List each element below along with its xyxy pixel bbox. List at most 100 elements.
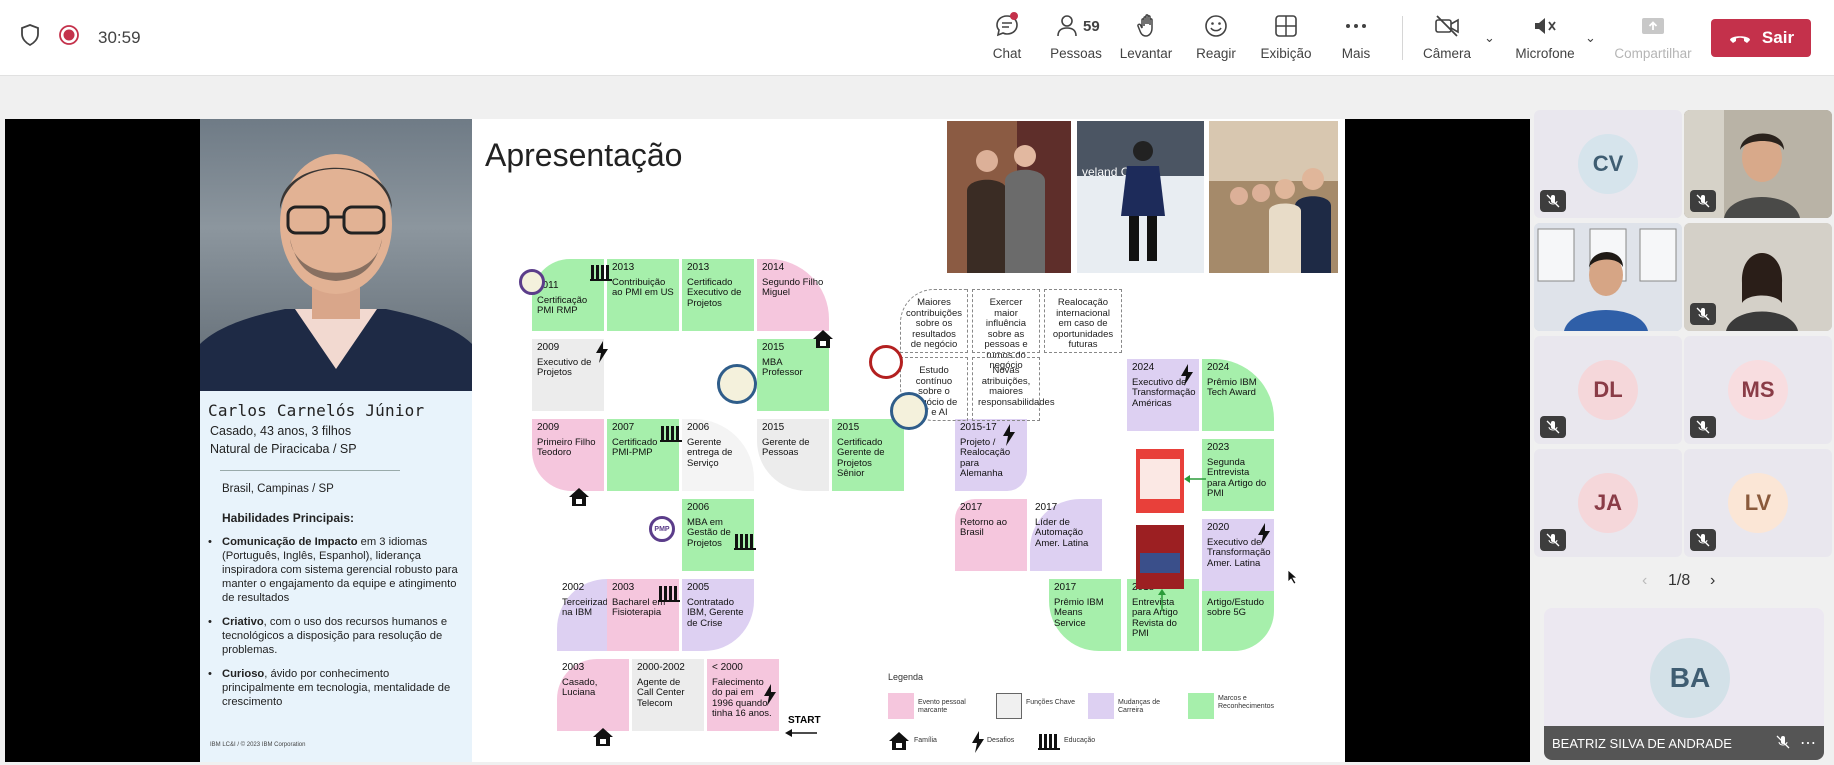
toolbar-divider bbox=[1402, 16, 1403, 60]
share-screen-icon bbox=[1642, 18, 1664, 34]
avatar: MS bbox=[1728, 360, 1788, 420]
start-label: START bbox=[788, 715, 821, 726]
timeline-tile: 2013 Contribuição ao PMI em US bbox=[607, 259, 679, 331]
chat-label: Chat bbox=[992, 46, 1022, 61]
skill-item: Curioso, ávido por conhecimento principa… bbox=[208, 667, 464, 709]
tile-text: MBA Professor bbox=[762, 356, 803, 378]
bio-location: Brasil, Campinas / SP bbox=[222, 483, 334, 495]
leave-label: Sair bbox=[1761, 28, 1795, 47]
skill-title: Criativo bbox=[222, 616, 264, 628]
tile-year: 2017 bbox=[1035, 502, 1058, 513]
mic-off-icon bbox=[1540, 529, 1566, 551]
participant-video-tile[interactable] bbox=[1534, 223, 1682, 331]
react-button[interactable]: Reagir bbox=[1183, 12, 1249, 68]
participant-gallery: CV DL MS JA LV ‹ 1/8 › BA BEATRIZ SILVA … bbox=[1534, 110, 1834, 765]
tile-year: 2006 bbox=[687, 502, 710, 513]
timeline-tile: 2015-17 Projeto / Realocação para Alemanh… bbox=[955, 419, 1027, 491]
bio-origin: Natural de Piracicaba / SP bbox=[210, 442, 357, 456]
education-icon bbox=[590, 263, 612, 286]
timeline-tile: 2015 Gerente de Pessoas bbox=[757, 419, 829, 491]
participant-tile[interactable]: JA bbox=[1534, 449, 1682, 557]
lightning-icon bbox=[763, 684, 777, 711]
view-button[interactable]: Exibição bbox=[1253, 12, 1319, 68]
meeting-timer: 30:59 bbox=[98, 27, 141, 47]
tile-year: 2011 bbox=[537, 280, 559, 291]
lightning-icon bbox=[1180, 364, 1194, 391]
bio-divider bbox=[220, 470, 400, 471]
shield-icon bbox=[20, 24, 40, 51]
legend-label: Educação bbox=[1064, 737, 1096, 744]
participant-video-tile[interactable] bbox=[1684, 223, 1832, 331]
participant-tile[interactable]: CV bbox=[1534, 110, 1682, 218]
legend-label: Funções Chave bbox=[1026, 699, 1076, 706]
tile-text: Contratado IBM, Gerente de Crise bbox=[687, 596, 744, 629]
tile-year: 2017 bbox=[960, 502, 983, 513]
education-icon bbox=[658, 584, 680, 607]
tile-text: Bacharel em Fisioterapia bbox=[612, 596, 666, 618]
participant-tile[interactable]: DL bbox=[1534, 336, 1682, 444]
react-label: Reagir bbox=[1196, 46, 1236, 61]
chat-button[interactable]: Chat bbox=[974, 12, 1040, 68]
next-page-chevron-right-icon[interactable]: › bbox=[1710, 572, 1716, 589]
magazine-cover bbox=[1136, 525, 1184, 589]
skill-title: Comunicação de Impacto bbox=[222, 536, 358, 548]
tile-year: < 2000 bbox=[712, 662, 743, 673]
timeline-tile: 2024 Prêmio IBM Tech Award bbox=[1202, 359, 1274, 431]
participant-video-tile[interactable] bbox=[1684, 110, 1832, 218]
microphone-button[interactable]: Microfone bbox=[1512, 12, 1578, 68]
camera-options-chevron-down-icon[interactable]: ⌄ bbox=[1484, 30, 1495, 45]
timeline-tile: 2017 Prêmio IBM Means Service bbox=[1049, 579, 1121, 651]
raise-hand-button[interactable]: Levantar bbox=[1113, 12, 1179, 68]
raise-label: Levantar bbox=[1119, 46, 1173, 61]
arrow-left-icon bbox=[785, 729, 817, 737]
avatar: LV bbox=[1728, 473, 1788, 533]
more-button[interactable]: Mais bbox=[1323, 12, 1389, 68]
skill-text: , com o uso dos recursos humanos e tecno… bbox=[222, 616, 448, 656]
shared-screen: Carlos Carnelós Júnior Casado, 43 anos, … bbox=[5, 119, 1530, 762]
legend-label: Desafios bbox=[987, 737, 1015, 744]
tile-text: Entrevista para Artigo Revista do PMI bbox=[1132, 596, 1178, 639]
tile-year: 2024 bbox=[1132, 362, 1155, 373]
ellipsis-icon[interactable]: ⋯ bbox=[1800, 735, 1816, 752]
legend-swatch-purple bbox=[1088, 693, 1114, 719]
featured-participant-tile[interactable]: BA BEATRIZ SILVA DE ANDRADE ⋯ bbox=[1544, 608, 1824, 760]
tile-text: Agente de Call Center Telecom bbox=[637, 676, 685, 709]
tile-text: Prêmio IBM Means Service bbox=[1054, 596, 1104, 629]
goal-bubble: Exercer maior influência sobre as pessoa… bbox=[972, 289, 1040, 371]
participant-tile[interactable]: MS bbox=[1684, 336, 1832, 444]
people-button[interactable]: 59 Pessoas bbox=[1043, 12, 1109, 68]
skill-title: Curioso bbox=[222, 668, 265, 680]
photo-sign-text: veland C bbox=[1082, 165, 1130, 179]
prev-page-chevron-left-icon[interactable]: ‹ bbox=[1642, 572, 1648, 589]
timeline-tile: 2006 Gerente entrega de Serviço bbox=[682, 419, 754, 491]
leave-button[interactable]: Sair bbox=[1711, 19, 1811, 57]
lightning-icon bbox=[971, 731, 985, 758]
timeline-tile: 2017 Retorno ao Brasil bbox=[955, 499, 1027, 571]
home-icon bbox=[568, 487, 590, 512]
participant-name: BEATRIZ SILVA DE ANDRADE bbox=[1552, 735, 1732, 751]
timeline-tile: 2005 Contratado IBM, Gerente de Crise bbox=[682, 579, 754, 651]
skill-text: em 3 idiomas (Português, Inglês, Espanho… bbox=[222, 536, 458, 604]
tile-year: 2000-2002 bbox=[637, 662, 685, 673]
tile-year: 2015-17 bbox=[960, 422, 997, 433]
mic-off-icon bbox=[1776, 735, 1790, 752]
share-button[interactable]: Compartilhar bbox=[1614, 12, 1692, 68]
mic-options-chevron-down-icon[interactable]: ⌄ bbox=[1585, 30, 1596, 45]
tile-year: 2014 bbox=[762, 262, 785, 273]
legend-title: Legenda bbox=[888, 672, 924, 682]
more-label: Mais bbox=[1341, 46, 1371, 61]
camera-button[interactable]: Câmera bbox=[1414, 12, 1480, 68]
timeline-tile: 2006 MBA em Gestão de Projetos bbox=[682, 499, 754, 571]
lightning-icon bbox=[595, 341, 609, 368]
tile-year: 2024 bbox=[1207, 362, 1230, 373]
tile-text: Executivo de Transformação Amer. Latina bbox=[1207, 536, 1271, 569]
camera-label: Câmera bbox=[1422, 46, 1471, 61]
mic-off-icon bbox=[1690, 303, 1716, 325]
avatar: DL bbox=[1578, 360, 1638, 420]
family-photo-1 bbox=[947, 121, 1071, 273]
participant-tile[interactable]: LV bbox=[1684, 449, 1832, 557]
tile-text: Prêmio IBM Tech Award bbox=[1207, 376, 1257, 398]
tile-year: 2005 bbox=[687, 582, 710, 593]
skills-list: Comunicação de Impacto em 3 idiomas (Por… bbox=[208, 535, 464, 709]
tile-year: 2006 bbox=[687, 422, 710, 433]
